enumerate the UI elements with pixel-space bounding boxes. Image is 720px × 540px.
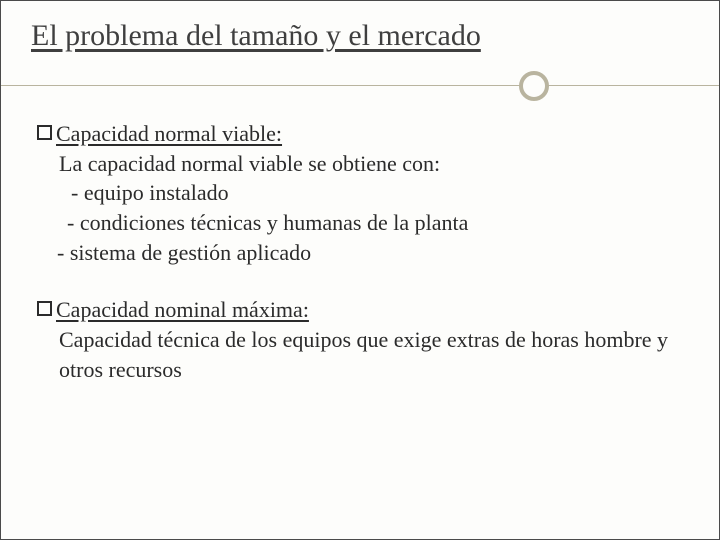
bullet-square-icon — [37, 301, 52, 316]
section2-body: Capacidad técnica de los equipos que exi… — [37, 325, 689, 384]
section1-intro: La capacidad normal viable se obtiene co… — [37, 149, 689, 179]
section1-heading: Capacidad normal viable: — [56, 119, 282, 149]
section1-item1: - equipo instalado — [37, 178, 689, 208]
content-area: Capacidad normal viable: La capacidad no… — [31, 119, 689, 385]
slide-title: El problema del tamaño y el mercado — [31, 19, 689, 53]
section2-heading: Capacidad nominal máxima: — [56, 295, 309, 325]
divider-circle-icon — [519, 71, 549, 101]
section1-item3: - sistema de gestión aplicado — [37, 238, 689, 268]
divider-line — [1, 85, 719, 86]
section1-heading-line: Capacidad normal viable: — [37, 119, 689, 149]
section2-heading-line: Capacidad nominal máxima: — [37, 295, 689, 325]
bullet-square-icon — [37, 125, 52, 140]
slide: El problema del tamaño y el mercado Capa… — [0, 0, 720, 540]
divider — [1, 71, 719, 101]
section1-item2: - condiciones técnicas y humanas de la p… — [37, 208, 689, 238]
